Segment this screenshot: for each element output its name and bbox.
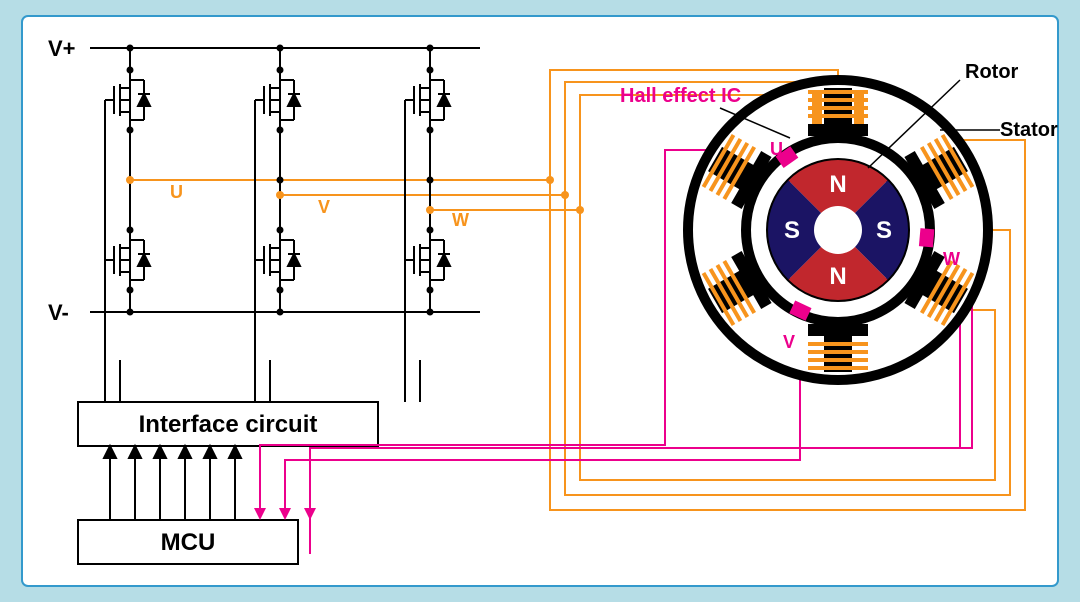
hall-ic-label: Hall effect IC <box>620 85 741 107</box>
hall-w <box>919 228 935 247</box>
phase-u-label: U <box>170 182 183 202</box>
hall-v-label: V <box>783 332 795 352</box>
vminus-label: V- <box>48 300 69 325</box>
rotor-label: Rotor <box>965 61 1019 83</box>
phase-w-label: W <box>452 210 469 230</box>
motor: N N S S U W V <box>688 80 988 380</box>
interface-label: Interface circuit <box>139 411 318 438</box>
hall-w-label: W <box>943 249 960 269</box>
stator-label: Stator <box>1000 119 1058 141</box>
pole-s-left: S <box>784 217 800 244</box>
pole-n-bot: N <box>829 263 846 290</box>
vplus-label: V+ <box>48 36 76 61</box>
pole-n-top: N <box>829 171 846 198</box>
pole-s-right: S <box>876 217 892 244</box>
hall-u-label: U <box>770 139 783 159</box>
phase-v-label: V <box>318 197 330 217</box>
diagram-root: V+ V- <box>0 0 1080 602</box>
mcu-label: MCU <box>161 529 216 556</box>
